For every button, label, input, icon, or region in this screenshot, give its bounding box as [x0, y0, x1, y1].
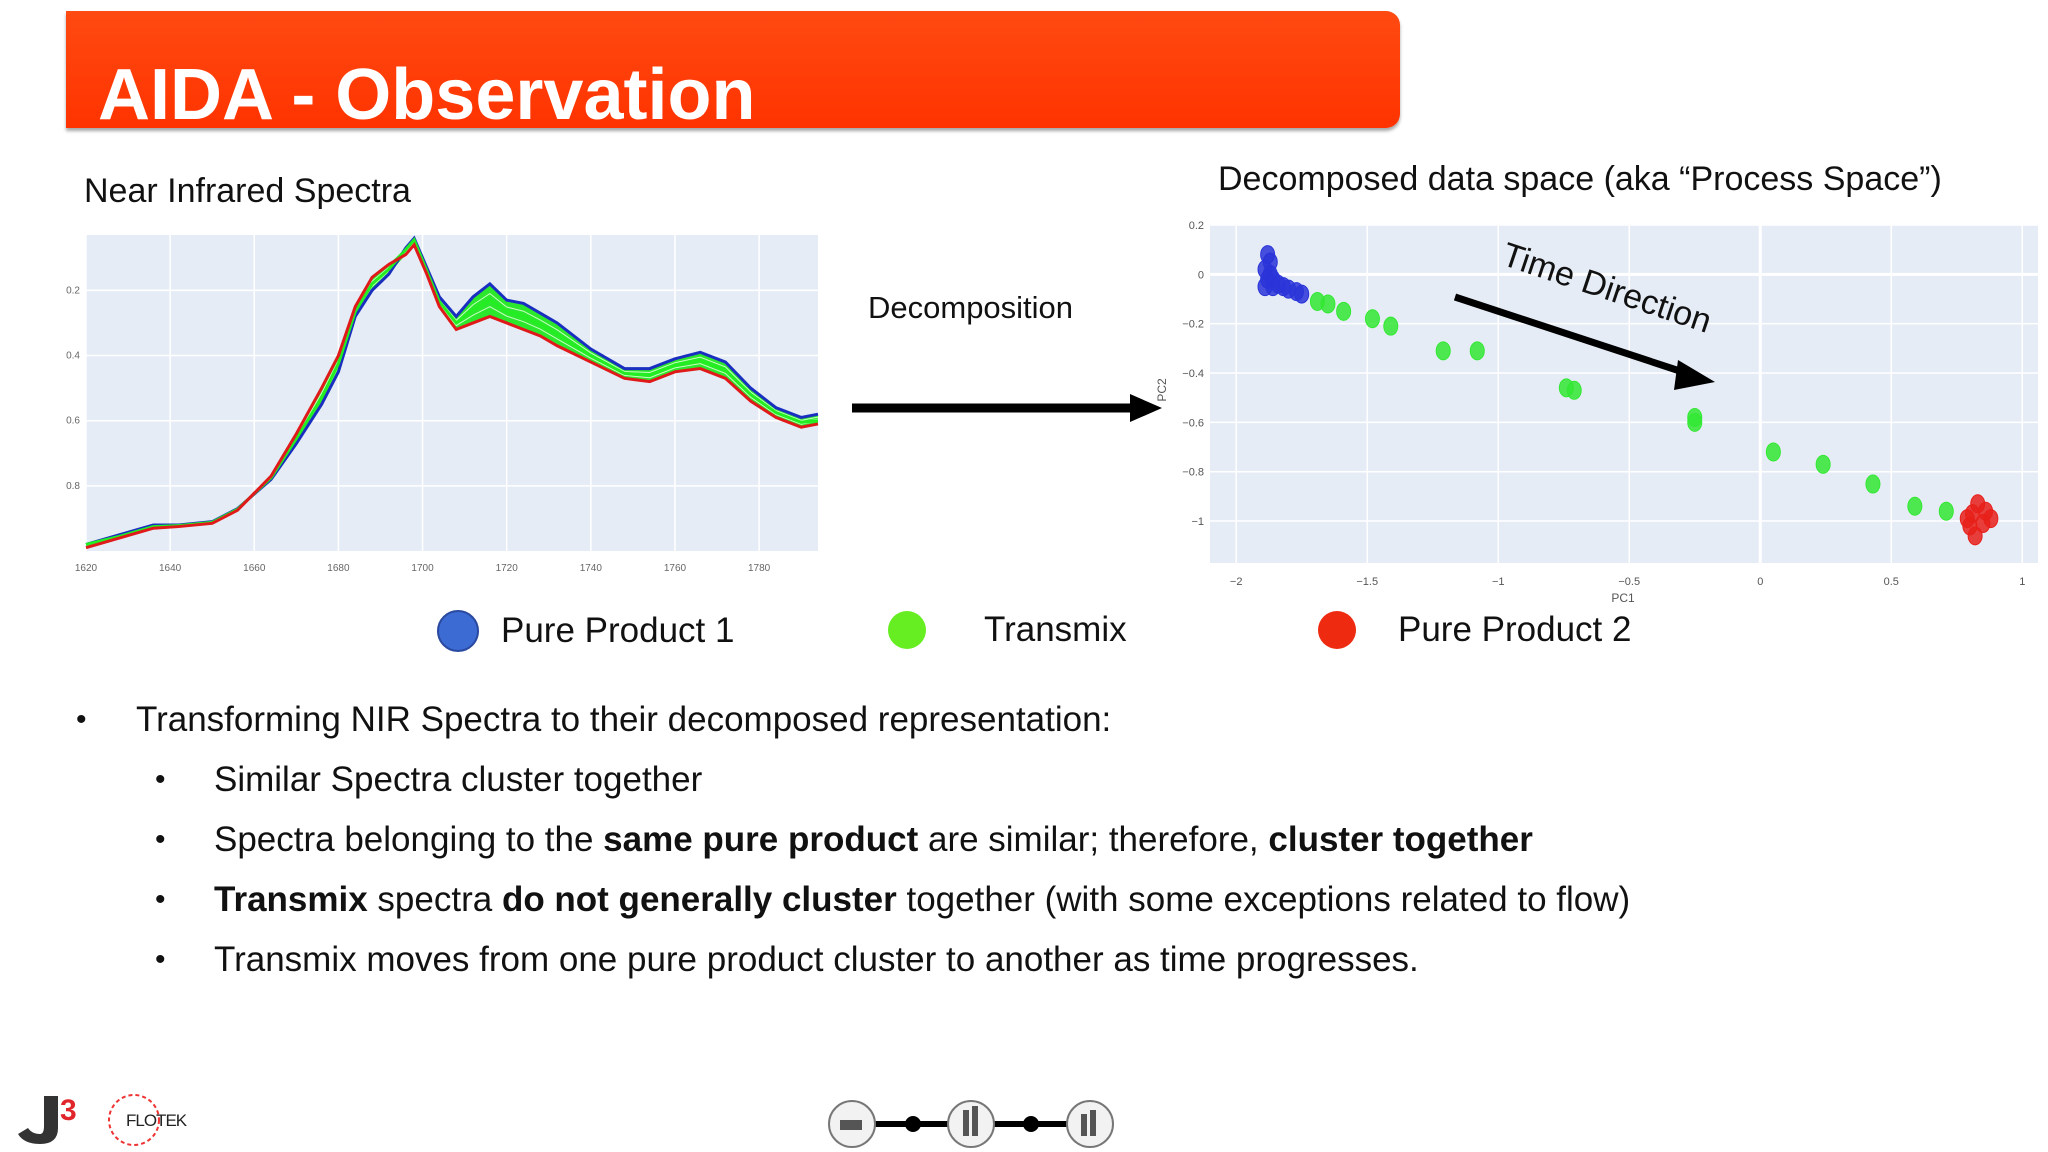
spectra-series-line — [85, 241, 819, 550]
bullet-text: together (with some exceptions related t… — [896, 880, 1631, 919]
bullet-text: Spectra belonging to the — [214, 820, 604, 859]
bullet-text: spectra — [367, 880, 502, 919]
bullet-emphasis: do not generally cluster — [501, 880, 897, 919]
bullet-item: Spectra belonging to the same pure produ… — [214, 820, 1533, 860]
process-space-caption: Decomposed data space (aka “Process Spac… — [1218, 160, 1942, 198]
scatter-point — [1383, 316, 1399, 336]
scatter-point — [1815, 454, 1831, 474]
x-tick-label: 1640 — [159, 563, 182, 574]
y-tick-label: 0.8 — [66, 481, 80, 492]
scatter-point — [1907, 496, 1923, 516]
legend-label: Pure Product 2 — [1398, 610, 1632, 649]
x-tick-label: 1740 — [580, 563, 603, 574]
bullet-mark: • — [155, 823, 166, 856]
bullet-emphasis: same pure product — [603, 820, 919, 859]
scatter-point — [1262, 264, 1278, 284]
y-tick-label: 0.6 — [66, 416, 80, 427]
scatter-point — [1967, 526, 1983, 546]
svg-text:3: 3 — [60, 1094, 77, 1127]
legend-item-pure-product-1: Pure Product 1 — [437, 610, 734, 652]
bullet-text: are similar; therefore, — [918, 820, 1269, 859]
y-tick-label: −1 — [1191, 516, 1204, 528]
scatter-point — [1336, 301, 1352, 321]
x-tick-label: 0.5 — [1884, 576, 1899, 588]
scatter-point — [1938, 501, 1954, 521]
x-tick-label: 0 — [1757, 576, 1763, 588]
y-tick-label: −0.4 — [1182, 368, 1204, 380]
bullet-mark: • — [155, 883, 166, 916]
bullet-mark: • — [155, 763, 166, 796]
scatter-x-axis-label: PC1 — [1611, 591, 1635, 605]
legend-dot-red — [1318, 611, 1356, 649]
legend-label: Pure Product 1 — [501, 611, 735, 650]
scatter-point — [1765, 442, 1781, 462]
x-tick-label: −1 — [1492, 576, 1505, 588]
y-tick-label: 0.2 — [66, 285, 80, 296]
bullet-emphasis: cluster together — [1268, 820, 1533, 859]
scatter-point — [1959, 509, 1975, 529]
legend-dot-blue — [437, 610, 479, 652]
scatter-plot-area — [1210, 225, 2038, 563]
j3-logo-icon: 3 — [18, 1094, 77, 1144]
y-tick-label: 0.2 — [1189, 220, 1204, 232]
scatter-point — [1320, 294, 1336, 314]
bullet-item: Transforming NIR Spectra to their decomp… — [136, 700, 1111, 740]
scatter-point — [1566, 380, 1582, 400]
legend-item-transmix: Transmix — [888, 610, 1127, 650]
scatter-point — [1983, 509, 1999, 529]
process-space-chart: −2 −1.5 −1 −0.5 0 0.5 1 0.2 0 −0.2 −0.4 −0.6 −0.8 −1… — [1155, 220, 2038, 605]
scatter-point — [1435, 341, 1451, 361]
bullet-item: Similar Spectra cluster together — [214, 760, 702, 800]
y-tick-label: 0.4 — [66, 351, 80, 362]
x-tick-label: −0.5 — [1618, 576, 1640, 588]
scatter-point — [1469, 341, 1485, 361]
x-tick-label: −2 — [1230, 576, 1243, 588]
x-tick-label: 1720 — [496, 563, 519, 574]
scatter-point — [1294, 284, 1310, 304]
y-tick-label: −0.8 — [1182, 467, 1204, 479]
x-tick-label: 1620 — [75, 563, 98, 574]
bullet-emphasis: Transmix — [214, 880, 368, 919]
y-tick-label: 0 — [1198, 269, 1204, 281]
bullet-mark: • — [76, 703, 87, 736]
scatter-point — [1865, 474, 1881, 494]
pipeline-diagram-icon — [828, 1100, 1114, 1148]
legend-item-pure-product-2: Pure Product 2 — [1318, 610, 1631, 650]
spectra-plot-area — [86, 235, 818, 551]
x-tick-label: 1700 — [411, 563, 434, 574]
x-tick-label: 1760 — [664, 563, 687, 574]
y-tick-label: −0.2 — [1182, 319, 1204, 331]
bullet-item: Transmix moves from one pure product clu… — [214, 940, 1419, 980]
legend-label: Transmix — [984, 610, 1127, 649]
scatter-y-axis-label: PC2 — [1155, 378, 1169, 402]
bullet-text: Transmix moves from one pure product clu… — [214, 940, 1419, 979]
slide-title: AIDA - Observation — [98, 55, 756, 135]
bullet-text: Similar Spectra cluster together — [214, 760, 703, 799]
scatter-point — [1687, 412, 1703, 432]
x-tick-label: 1780 — [748, 563, 771, 574]
decomposition-arrow — [852, 394, 1162, 422]
bullet-text: Transforming NIR Spectra to their decomp… — [136, 700, 1112, 739]
y-tick-label: −0.6 — [1182, 417, 1204, 429]
decomposition-label: Decomposition — [868, 290, 1074, 325]
bullet-item: Transmix spectra do not generally cluste… — [214, 880, 1630, 920]
bullet-mark: • — [155, 943, 166, 976]
x-tick-label: 1660 — [243, 563, 266, 574]
spectra-chart: 1620 1640 1660 1680 1700 1720 1740 1760 1780 0.8… — [66, 235, 819, 574]
flotek-logo-icon: FLOTEK — [108, 1094, 189, 1146]
x-tick-label: 1680 — [327, 563, 350, 574]
x-tick-label: 1 — [2019, 576, 2025, 588]
scatter-point — [1364, 309, 1380, 329]
spectra-caption: Near Infrared Spectra — [84, 172, 411, 210]
legend-dot-green — [888, 611, 926, 649]
x-tick-label: −1.5 — [1356, 576, 1378, 588]
title-banner — [66, 11, 1400, 128]
flotek-logo-text: FLOTEK — [126, 1111, 188, 1130]
